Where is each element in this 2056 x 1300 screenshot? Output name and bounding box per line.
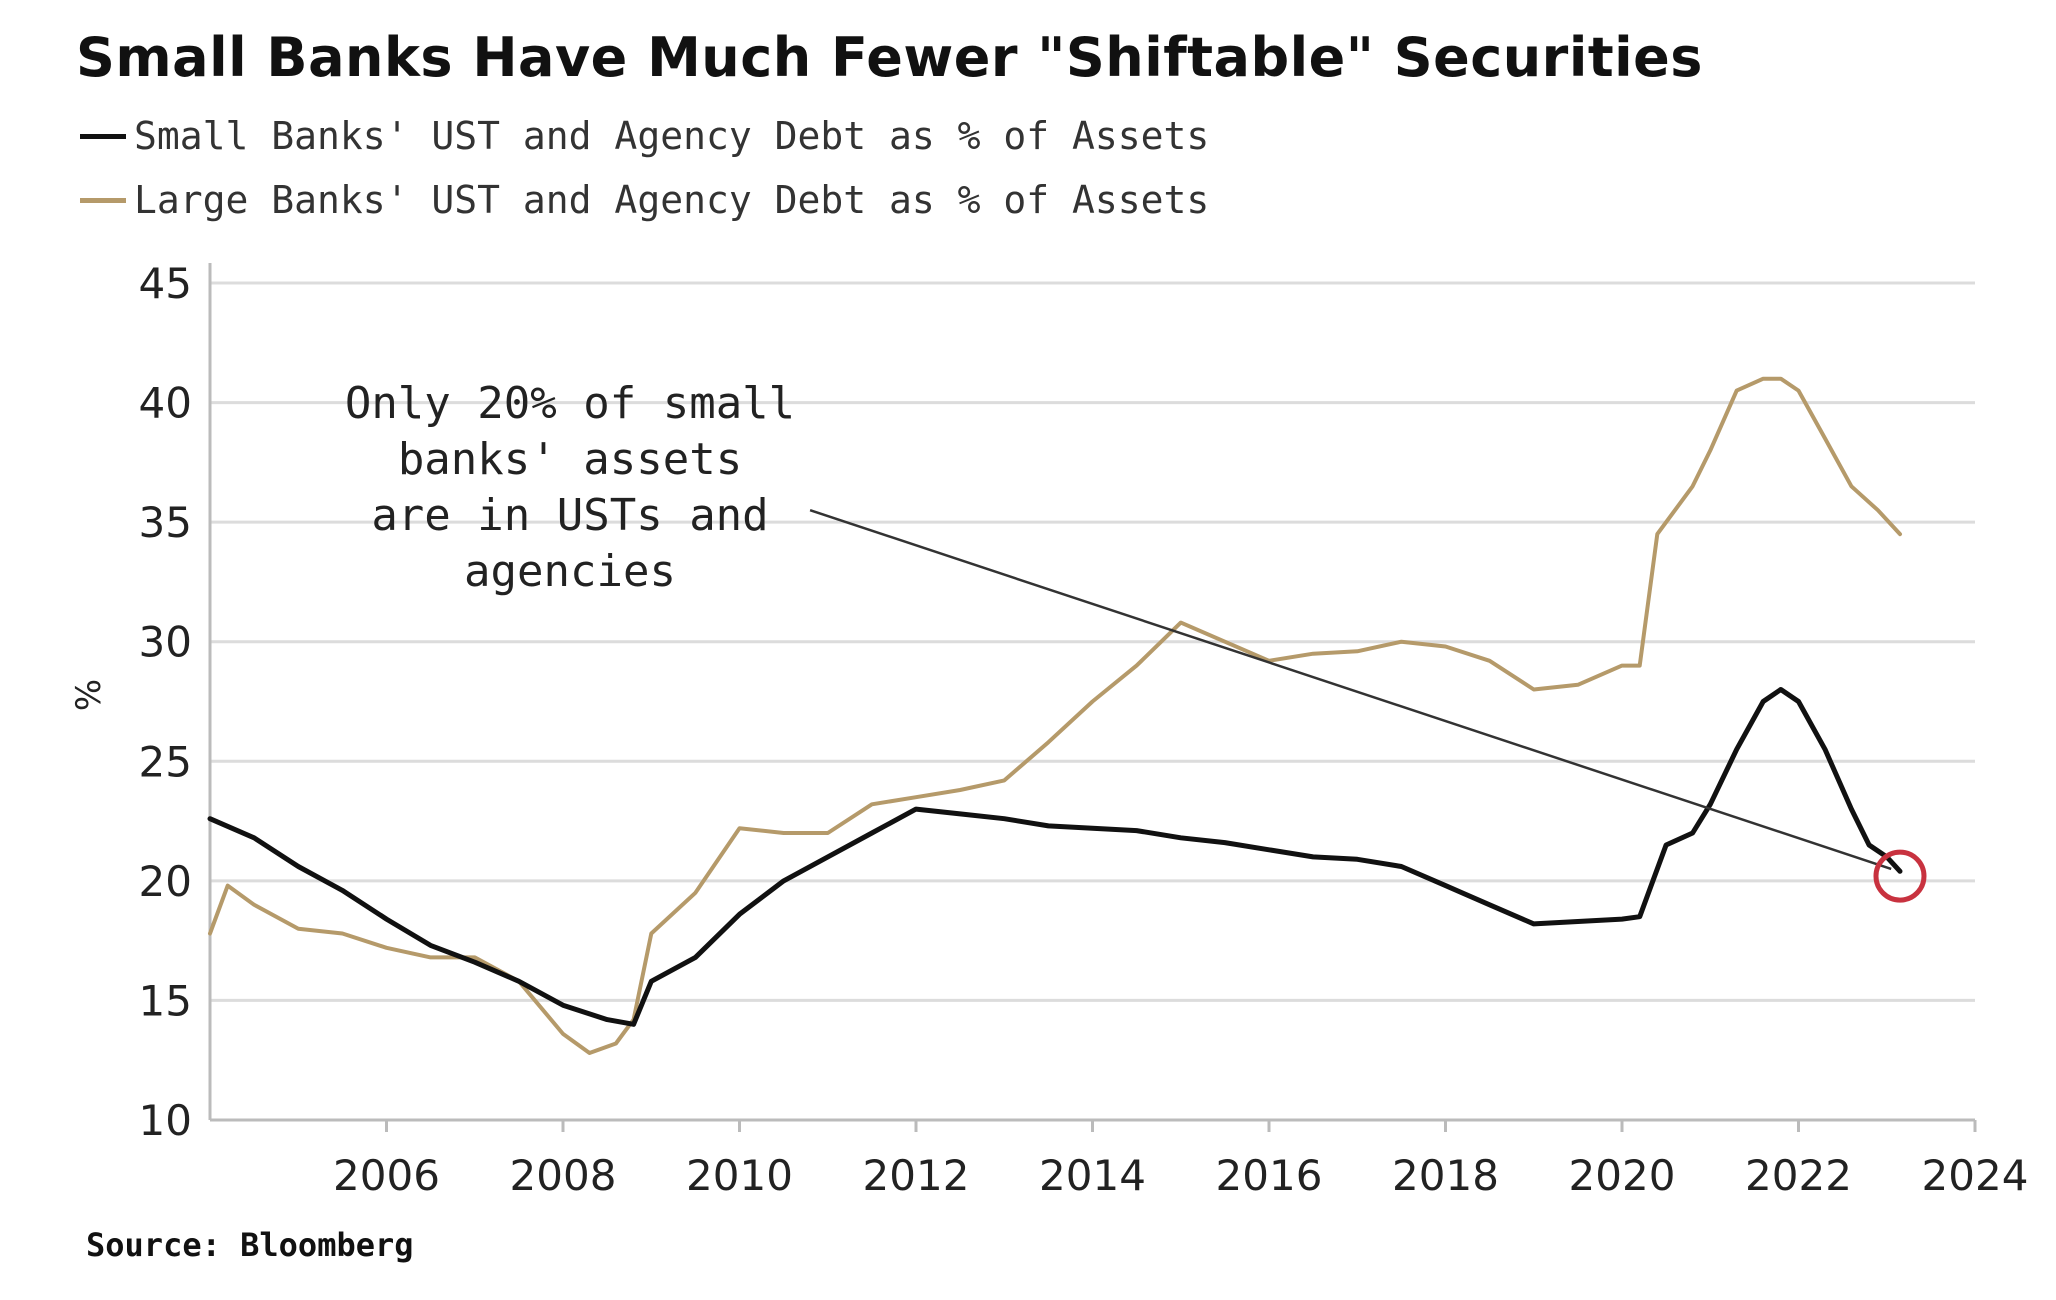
series-line-small-banks xyxy=(207,687,1903,1027)
y-axis-label: % xyxy=(69,679,109,711)
chart-title: Small Banks Have Much Fewer "Shiftable" … xyxy=(76,26,1703,89)
legend: Small Banks' UST and Agency Debt as % of… xyxy=(80,104,1209,232)
annotation-text-line-4: agencies xyxy=(464,546,676,597)
x-tick-label-2020: 2020 xyxy=(1569,1151,1676,1200)
legend-label-small-banks: Small Banks' UST and Agency Debt as % of… xyxy=(134,114,1210,158)
legend-label-large-banks: Large Banks' UST and Agency Debt as % of… xyxy=(134,178,1210,222)
x-tick-label-2012: 2012 xyxy=(863,1151,970,1200)
y-tick-label-15: 15 xyxy=(139,976,192,1025)
legend-item-small-banks: Small Banks' UST and Agency Debt as % of… xyxy=(80,104,1209,168)
x-tick-label-2024: 2024 xyxy=(1922,1151,2029,1200)
x-tick-label-2006: 2006 xyxy=(333,1151,440,1200)
series-lines xyxy=(207,376,1903,1055)
y-tick-label-45: 45 xyxy=(139,259,192,308)
annotation-circle xyxy=(1873,849,1927,903)
y-tick-label-35: 35 xyxy=(139,498,192,547)
legend-item-large-banks: Large Banks' UST and Agency Debt as % of… xyxy=(80,168,1209,232)
x-tick-label-2014: 2014 xyxy=(1039,1151,1146,1200)
source-note: Source: Bloomberg xyxy=(86,1226,414,1264)
y-tick-label-30: 30 xyxy=(139,618,192,667)
x-tick-label-2016: 2016 xyxy=(1216,1151,1323,1200)
x-axis-ticks: 2006 2008 2010 2012 2014 2016 2018 2020 2022 2024 xyxy=(333,1120,2028,1200)
x-tick-label-2008: 2008 xyxy=(510,1151,617,1200)
annotation-text-line-3: are in USTs and xyxy=(371,490,768,541)
annotation-text-line-2: banks' assets xyxy=(398,434,742,485)
gridlines xyxy=(210,281,1975,1002)
y-tick-label-25: 25 xyxy=(139,737,192,786)
y-tick-label-10: 10 xyxy=(139,1096,192,1145)
annotation-text-line-1: Only 20% of small xyxy=(345,378,795,429)
x-tick-label-2018: 2018 xyxy=(1392,1151,1499,1200)
annotation-arrow xyxy=(809,508,1892,871)
x-tick-label-2022: 2022 xyxy=(1745,1151,1852,1200)
y-tick-label-20: 20 xyxy=(139,857,192,906)
legend-swatch-small-banks xyxy=(80,133,126,139)
y-axis-ticks: 10 15 20 25 30 35 40 45 xyxy=(139,259,192,1145)
y-tick-label-40: 40 xyxy=(139,379,192,428)
x-tick-label-2010: 2010 xyxy=(686,1151,793,1200)
legend-swatch-large-banks xyxy=(80,197,126,203)
